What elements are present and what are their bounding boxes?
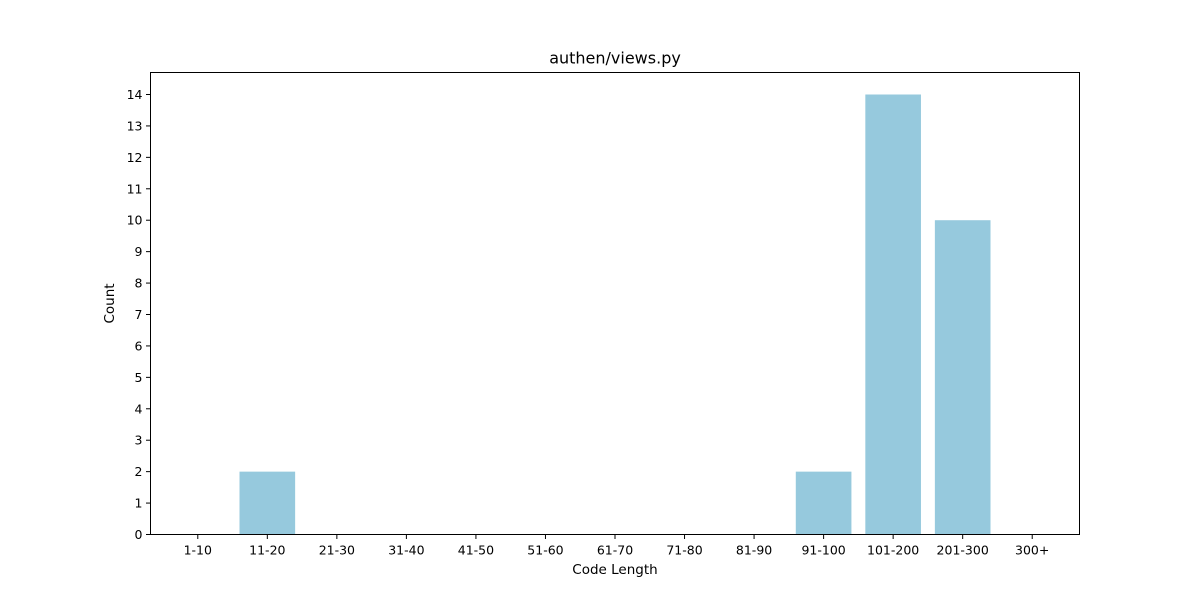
y-tick-label: 6: [135, 338, 143, 353]
x-axis-label: Code Length: [572, 562, 657, 578]
y-tick-label: 2: [135, 464, 143, 479]
y-tick-label: 12: [127, 150, 143, 165]
x-tick-label: 71-80: [666, 543, 702, 558]
x-tick-label: 91-100: [801, 543, 845, 558]
x-tick-label: 51-60: [527, 543, 563, 558]
bar-11-20: [239, 471, 296, 535]
y-tick-label: 7: [135, 307, 143, 322]
y-tick-label: 1: [135, 496, 143, 511]
x-axis: 1-10 11-20 21-30 31-40 41-50 51-60 61-70 71-80 8…: [184, 534, 1049, 558]
y-tick-label: 5: [135, 370, 143, 385]
x-tick-label: 1-10: [184, 543, 212, 558]
y-tick-label: 10: [127, 213, 143, 228]
x-tick-label: 300+: [1015, 543, 1049, 558]
y-tick-label: 4: [135, 401, 143, 416]
x-tick-label: 41-50: [458, 543, 494, 558]
bar-91-100: [795, 471, 852, 535]
y-tick-label: 8: [135, 276, 143, 291]
x-tick-label: 11-20: [249, 543, 285, 558]
y-tick-label: 13: [127, 118, 143, 133]
y-tick-label: 11: [127, 181, 143, 196]
x-tick-label: 31-40: [388, 543, 424, 558]
bar-201-300: [934, 220, 991, 535]
x-tick-label: 21-30: [319, 543, 355, 558]
y-tick-label: 0: [135, 527, 143, 542]
x-tick-label: 101-200: [867, 543, 919, 558]
plot-frame: [150, 72, 1080, 535]
y-tick-label: 14: [127, 87, 143, 102]
bar-group: [239, 94, 991, 535]
x-tick-label: 61-70: [597, 543, 633, 558]
y-tick-label: 3: [135, 433, 143, 448]
x-tick-label: 201-300: [937, 543, 989, 558]
x-tick-label: 81-90: [736, 543, 772, 558]
chart-title: authen/views.py: [549, 49, 681, 68]
plot-area: [150, 72, 1080, 535]
y-axis-label: Count: [102, 283, 118, 323]
y-tick-label: 9: [135, 244, 143, 259]
bar-101-200: [865, 94, 921, 535]
